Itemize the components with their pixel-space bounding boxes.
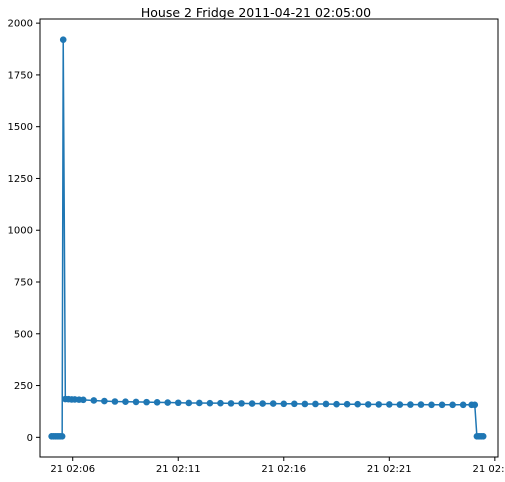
x-tick-label: 21 02:26 <box>472 464 505 475</box>
y-tick-label: 1750 <box>8 70 33 81</box>
data-point <box>132 398 140 406</box>
series-line <box>51 39 484 438</box>
axes-frame <box>39 18 499 458</box>
y-tick-label: 0 <box>27 433 33 444</box>
x-tick-label: 21 02:16 <box>261 464 306 475</box>
data-point <box>101 397 108 405</box>
y-axis-ticks: 0 250 500 750 1000 1250 1500 1750 2000 <box>8 19 40 444</box>
y-tick-label: 1250 <box>8 174 33 185</box>
data-point <box>438 401 446 409</box>
data-point <box>322 400 330 408</box>
data-point <box>312 400 319 408</box>
chart-title: House 2 Fridge 2011-04-21 02:05:00 <box>141 5 371 20</box>
data-point <box>396 401 404 408</box>
data-point <box>248 400 256 407</box>
plot-area <box>39 18 499 458</box>
data-point <box>280 400 288 408</box>
data-point <box>238 400 245 407</box>
y-tick-label: 1500 <box>8 122 33 133</box>
data-point <box>259 400 266 407</box>
series-layer <box>48 36 487 440</box>
data-point <box>143 398 150 406</box>
data-point <box>59 36 67 44</box>
data-point <box>122 398 129 406</box>
data-point <box>227 400 235 407</box>
y-tick-label: 500 <box>14 329 33 340</box>
data-point <box>333 400 340 408</box>
data-point <box>301 400 309 408</box>
data-point <box>153 399 161 406</box>
data-point <box>206 399 214 407</box>
data-point <box>471 401 479 409</box>
x-tick-label: 21 02:06 <box>50 464 95 475</box>
data-point <box>459 401 467 409</box>
data-point <box>417 401 425 408</box>
x-tick-label: 21 02:11 <box>156 464 201 475</box>
x-tick-label: 21 02:21 <box>367 464 412 475</box>
y-tick-label: 750 <box>14 278 33 289</box>
y-tick-label: 250 <box>14 381 33 392</box>
x-axis-ticks: 21 02:06 21 02:11 21 02:16 21 02:21 21 02:26 <box>50 457 505 475</box>
data-point <box>269 400 277 407</box>
data-point <box>343 400 351 408</box>
y-tick-label: 2000 <box>8 19 33 30</box>
data-point <box>375 401 383 408</box>
data-point <box>111 398 119 405</box>
data-point <box>291 400 298 408</box>
data-point <box>217 399 224 407</box>
data-point <box>196 399 203 407</box>
data-point <box>164 399 171 406</box>
data-point <box>386 401 393 408</box>
data-point <box>185 399 193 407</box>
data-point <box>364 401 372 408</box>
data-point <box>479 432 487 440</box>
data-point <box>58 432 66 440</box>
data-point <box>174 399 182 407</box>
data-point <box>354 400 361 408</box>
data-point <box>407 401 414 408</box>
data-point <box>449 401 456 409</box>
y-tick-label: 1000 <box>8 226 33 237</box>
data-point <box>90 397 98 404</box>
data-point <box>428 401 435 409</box>
data-point <box>79 396 87 404</box>
